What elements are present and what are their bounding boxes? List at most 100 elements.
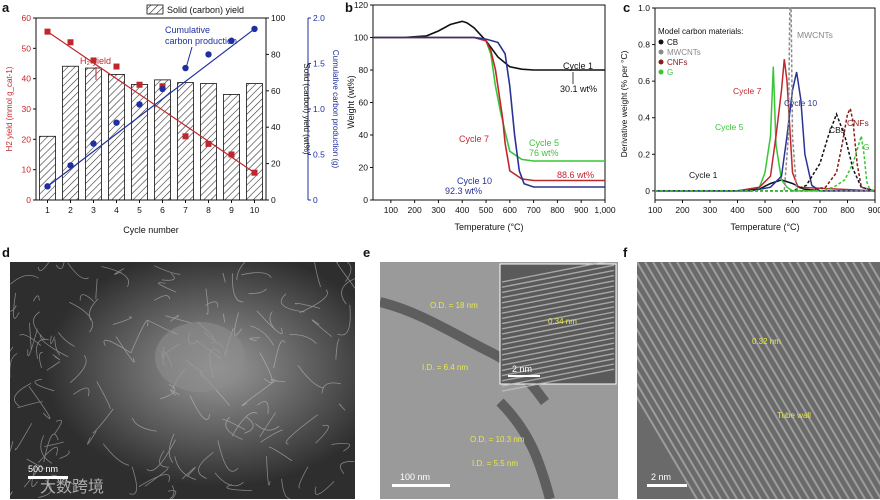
y3-tick-label: 0 xyxy=(313,195,318,205)
label-cycle10: Cycle 10 xyxy=(457,176,492,186)
tem-tube-2 xyxy=(496,398,555,499)
cum-point xyxy=(67,162,74,169)
tem-id2: I.D. = 5.5 nm xyxy=(472,459,518,468)
value-cycle1: 30.1 wt% xyxy=(560,84,597,94)
y-tick-label-c: 0.4 xyxy=(638,113,650,123)
cum-point xyxy=(182,64,189,72)
x-axis-label-c: Temperature (°C) xyxy=(730,222,799,232)
x-tick-label-b: 400 xyxy=(455,205,469,215)
x-axis-label-a: Cycle number xyxy=(123,225,179,235)
dtg-line-g xyxy=(655,135,876,192)
watermark: 大数跨境 xyxy=(40,477,104,496)
value-cycle7: 88.6 wt% xyxy=(557,170,594,180)
y-tick-label-b: 120 xyxy=(354,0,368,10)
bar-carbon-yield xyxy=(62,65,79,201)
chart-b: 100 200 300 400 500 600 700 800 900 1,000 0 20 40 60… xyxy=(346,0,616,232)
tem-id1: I.D. = 6.4 nm xyxy=(422,363,468,372)
dtg-line-cycle-7 xyxy=(655,59,876,192)
x-tick-label: 10 xyxy=(250,205,260,215)
y-tick-label-b: 80 xyxy=(359,65,369,75)
bar-carbon-yield xyxy=(177,82,194,201)
label-cycle1: Cycle 1 xyxy=(563,61,593,71)
legend-label-carbon: Solid (carbon) yield xyxy=(167,5,244,15)
annotation-cum2: carbon production xyxy=(165,36,237,46)
y3-tick-label: 1.0 xyxy=(313,104,325,114)
y2-tick-label: 100 xyxy=(271,13,285,23)
arrow-cum xyxy=(185,46,193,69)
y2-tick-label: 20 xyxy=(271,159,281,169)
legend-marker-c xyxy=(658,59,664,65)
x-tick-label-b: 1,000 xyxy=(594,205,616,215)
panel-letter-f: f xyxy=(623,245,628,260)
annotation-cum1: Cumulative xyxy=(165,25,210,35)
x-tick-label-b: 900 xyxy=(574,205,588,215)
scale-bar-inset xyxy=(508,375,540,377)
h2-point xyxy=(67,39,74,46)
y1-tick-label: 30 xyxy=(22,104,32,114)
y3-tick-label: 1.5 xyxy=(313,59,325,69)
bar-carbon-yield xyxy=(39,135,56,201)
y-tick-label-b: 60 xyxy=(359,98,369,108)
legend-marker-c xyxy=(658,49,664,55)
x-tick-label: 9 xyxy=(229,205,234,215)
bar-carbon-yield xyxy=(85,67,102,201)
bar-carbon-yield xyxy=(108,74,125,201)
scale-bar-f xyxy=(647,484,687,487)
tga-line-cycle-7 xyxy=(373,36,605,182)
scale-bar-e xyxy=(392,484,450,487)
x-tick-label-b: 600 xyxy=(503,205,517,215)
y-axis-label-c: Derivative weight (% per °C) xyxy=(619,50,629,157)
tem-od2: O.D. = 10.3 nm xyxy=(470,435,525,444)
x-tick-label-b: 200 xyxy=(408,205,422,215)
cum-fit-line xyxy=(47,28,255,187)
cum-point xyxy=(251,25,258,33)
y1-tick-label: 50 xyxy=(22,43,32,53)
label-cycle7: Cycle 7 xyxy=(459,134,489,144)
x-tick-label-c: 200 xyxy=(675,205,689,215)
h2-point xyxy=(251,169,258,176)
x-tick-label: 1 xyxy=(45,205,50,215)
x-tick-label-c: 400 xyxy=(730,205,744,215)
panel-letter-b: b xyxy=(345,0,353,15)
x-tick-label-b: 300 xyxy=(431,205,445,215)
y1-tick-label: 10 xyxy=(22,165,32,175)
scale-label-e: 100 nm xyxy=(400,472,430,482)
legend-label-c: CB xyxy=(667,38,678,47)
h2-point xyxy=(228,151,235,158)
x-tick-label-c: 100 xyxy=(648,205,662,215)
y1-tick-label: 60 xyxy=(22,13,32,23)
x-tick-label: 2 xyxy=(68,205,73,215)
x-tick-label-c: 700 xyxy=(813,205,827,215)
h2-point xyxy=(205,140,212,147)
y-tick-label-b: 40 xyxy=(359,130,369,140)
sem-cluster xyxy=(155,322,245,392)
label-c-cycle5: Cycle 5 xyxy=(715,122,744,132)
cum-point xyxy=(136,101,143,108)
y1-axis-label-a: H2 yield (mmol g_cat-1) xyxy=(5,66,14,151)
tem-spacing: 0.34 nm xyxy=(548,317,577,326)
tem-od1: O.D. = 18 nm xyxy=(430,301,478,310)
scale-label-inset: 2 nm xyxy=(512,364,532,374)
y1-tick-label: 40 xyxy=(22,74,32,84)
x-tick-label-c: 900 xyxy=(868,205,880,215)
sem-image: 500 nm 大数跨境 xyxy=(10,262,355,499)
hrtem-texture: 0.32 nm Tube wall 2 nm xyxy=(637,262,880,499)
y2-tick-label: 80 xyxy=(271,49,281,59)
legend-label-c: CNFs xyxy=(667,58,687,67)
y-tick-label-c: 0.2 xyxy=(638,149,650,159)
dtg-line-cb xyxy=(655,111,876,192)
y2-tick-label: 60 xyxy=(271,86,281,96)
h2-point xyxy=(90,57,97,64)
y2-tick-label: 40 xyxy=(271,122,281,132)
panel-letter-a: a xyxy=(2,0,10,15)
legend-marker-c xyxy=(658,69,664,75)
tga-line-cycle-1 xyxy=(373,20,605,71)
hrtem-wall: Tube wall xyxy=(777,411,811,420)
bar-carbon-yield xyxy=(223,94,240,201)
x-tick-label: 3 xyxy=(91,205,96,215)
scale-bar-d xyxy=(28,476,68,479)
cum-point xyxy=(90,140,97,147)
chart-a: 0 10 20 30 40 50 60 0 20 40 60 80 100 0 0.5 1.0 1.5 2.0… xyxy=(5,4,340,235)
y-tick-label-c: 0.6 xyxy=(638,76,650,86)
y-tick-label-c: 0.8 xyxy=(638,40,650,50)
